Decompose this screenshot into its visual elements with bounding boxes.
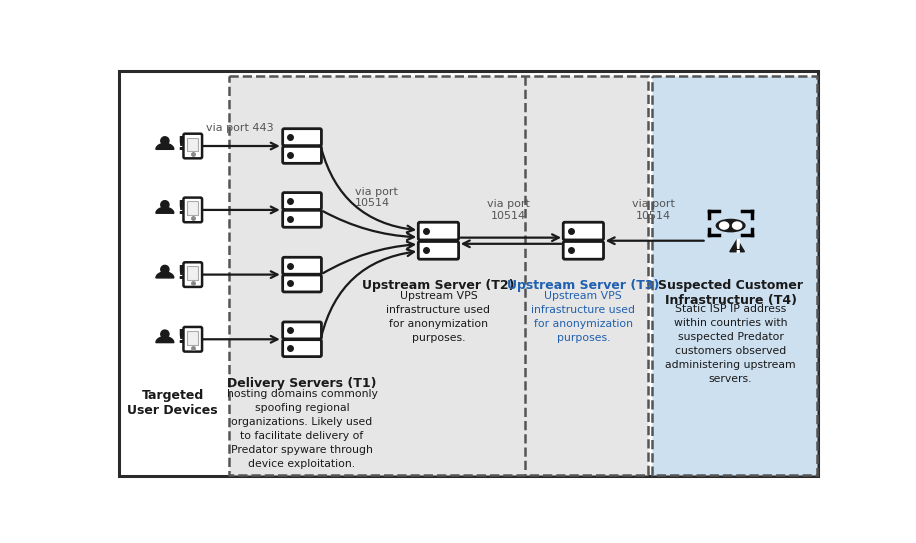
Polygon shape	[156, 272, 174, 278]
FancyBboxPatch shape	[183, 134, 202, 159]
Polygon shape	[730, 239, 745, 252]
Text: Static ISP IP address
within countries with
suspected Predator
customers observe: Static ISP IP address within countries w…	[665, 304, 796, 384]
FancyBboxPatch shape	[419, 242, 459, 259]
FancyBboxPatch shape	[119, 71, 818, 476]
FancyBboxPatch shape	[283, 257, 322, 274]
Text: Upstream Server (T2): Upstream Server (T2)	[362, 279, 515, 292]
Circle shape	[161, 137, 169, 145]
Text: hosting domains commonly
spoofing regional
organizations. Likely used
to facilit: hosting domains commonly spoofing region…	[226, 389, 377, 469]
FancyBboxPatch shape	[188, 331, 198, 345]
FancyBboxPatch shape	[563, 222, 604, 240]
FancyBboxPatch shape	[188, 137, 198, 151]
FancyBboxPatch shape	[183, 262, 202, 287]
Text: !: !	[176, 328, 185, 347]
Polygon shape	[156, 337, 174, 343]
FancyBboxPatch shape	[419, 222, 459, 240]
Text: Upstream Server (T3): Upstream Server (T3)	[507, 279, 660, 292]
Text: via port
10514: via port 10514	[486, 199, 529, 220]
Polygon shape	[156, 143, 174, 149]
Text: !: !	[733, 238, 741, 257]
Text: !: !	[176, 263, 185, 282]
Text: Targeted
User Devices: Targeted User Devices	[127, 389, 218, 416]
FancyBboxPatch shape	[229, 76, 648, 475]
FancyBboxPatch shape	[283, 193, 322, 210]
Ellipse shape	[716, 219, 745, 232]
Circle shape	[161, 201, 169, 209]
Text: Suspected Customer
Infrastructure (T4): Suspected Customer Infrastructure (T4)	[658, 279, 803, 307]
Text: via port
10514: via port 10514	[632, 199, 674, 220]
Text: !: !	[176, 199, 185, 218]
Circle shape	[161, 266, 169, 274]
FancyBboxPatch shape	[652, 76, 817, 475]
Text: Upstream VPS
infrastructure used
for anonymization
purposes.: Upstream VPS infrastructure used for ano…	[531, 291, 636, 343]
FancyBboxPatch shape	[283, 322, 322, 339]
FancyBboxPatch shape	[183, 327, 202, 352]
FancyBboxPatch shape	[283, 147, 322, 163]
Text: Delivery Servers (T1): Delivery Servers (T1)	[227, 377, 376, 390]
FancyBboxPatch shape	[188, 266, 198, 280]
Text: !: !	[176, 135, 185, 154]
FancyBboxPatch shape	[283, 275, 322, 292]
FancyBboxPatch shape	[188, 201, 198, 216]
FancyBboxPatch shape	[283, 210, 322, 227]
FancyBboxPatch shape	[283, 340, 322, 357]
Text: Upstream VPS
infrastructure used
for anonymization
purposes.: Upstream VPS infrastructure used for ano…	[387, 291, 490, 343]
Circle shape	[161, 330, 169, 338]
FancyBboxPatch shape	[563, 242, 604, 259]
Polygon shape	[156, 207, 174, 213]
Text: via port 443: via port 443	[206, 123, 274, 133]
Ellipse shape	[733, 222, 742, 229]
FancyBboxPatch shape	[283, 129, 322, 146]
Ellipse shape	[720, 222, 728, 229]
Text: via port
10514: via port 10514	[354, 187, 398, 209]
FancyBboxPatch shape	[183, 198, 202, 222]
